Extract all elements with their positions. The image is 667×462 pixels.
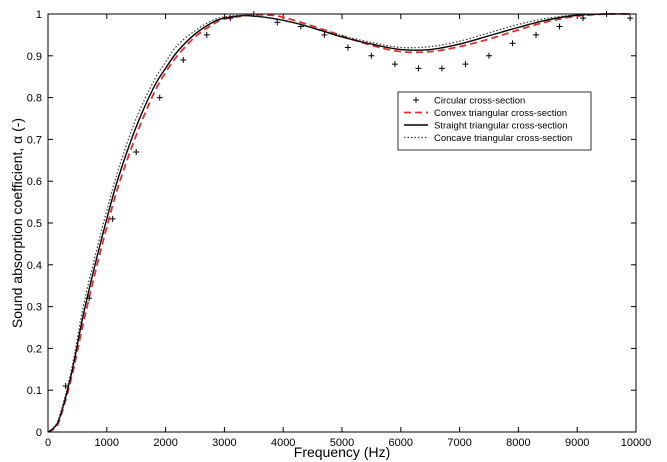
y-tick-label: 0.9 xyxy=(27,51,42,63)
data-point-marker xyxy=(415,65,422,72)
legend-label-2: Straight triangular cross-section xyxy=(434,121,568,132)
data-point-marker xyxy=(180,56,187,63)
data-point-marker xyxy=(533,31,540,38)
data-point-marker xyxy=(391,61,398,68)
legend-box xyxy=(397,91,592,151)
x-tick-label: 3000 xyxy=(212,437,236,449)
y-tick-label: 0.7 xyxy=(27,134,42,146)
x-tick-label: 10000 xyxy=(621,437,652,449)
data-point-marker xyxy=(297,23,304,30)
data-point-marker xyxy=(156,94,163,101)
x-tick-label: 5000 xyxy=(330,437,354,449)
data-point-marker xyxy=(109,215,116,222)
legend-label-1: Convex triangular cross-section xyxy=(434,108,567,119)
data-point-marker xyxy=(86,295,93,302)
x-axis-title: Frequency (Hz) xyxy=(294,444,390,460)
data-point-marker xyxy=(627,15,634,22)
x-tick-label: 2000 xyxy=(153,437,177,449)
plot-background xyxy=(48,14,636,432)
y-tick-label: 0 xyxy=(36,427,42,439)
legend-label-3: Concave triangular cross-section xyxy=(434,133,572,144)
data-point-marker xyxy=(486,52,492,59)
data-point-marker xyxy=(509,40,516,47)
y-tick-label: 0.2 xyxy=(27,343,42,355)
series-layer xyxy=(47,11,634,433)
data-point-marker xyxy=(321,31,328,38)
y-tick-label: 0.3 xyxy=(27,302,42,314)
series-markers-0 xyxy=(62,11,634,390)
legend-swatch-0 xyxy=(413,97,419,103)
data-point-marker xyxy=(368,52,375,59)
x-tick-label: 7000 xyxy=(447,437,471,449)
data-point-marker xyxy=(203,31,210,38)
y-axis-title: Sound absorption coefficient, α (-) xyxy=(9,118,25,328)
data-point-marker xyxy=(274,19,281,26)
legend-label-0: Circular cross-section xyxy=(434,96,525,107)
axis-ticks: 0 1000 2000 3000 4000 5000 6000 7000 8000 9000 100… xyxy=(27,9,652,449)
x-tick-label: 9000 xyxy=(565,437,589,449)
y-tick-label: 0.1 xyxy=(27,385,42,397)
y-tick-label: 0.5 xyxy=(27,218,42,230)
data-point-marker xyxy=(556,23,563,30)
x-tick-label: 0 xyxy=(45,437,51,449)
data-point-marker xyxy=(580,15,587,22)
data-point-marker xyxy=(344,44,351,51)
x-tick-label: 6000 xyxy=(389,437,413,449)
series-line-3 xyxy=(47,13,631,433)
y-tick-label: 1 xyxy=(36,9,42,21)
plot-frame xyxy=(47,13,637,433)
data-point-marker xyxy=(438,65,445,72)
x-tick-label: 1000 xyxy=(95,437,119,449)
data-point-marker xyxy=(133,148,140,155)
data-point-marker xyxy=(227,15,234,22)
y-tick-label: 0.4 xyxy=(27,260,42,272)
plot-area xyxy=(48,14,636,432)
x-tick-label: 4000 xyxy=(271,437,295,449)
data-point-marker xyxy=(62,383,69,390)
y-tick-label: 0.6 xyxy=(27,176,42,188)
y-tick-label: 0.8 xyxy=(27,93,42,105)
data-point-marker xyxy=(462,61,469,68)
x-tick-label: 8000 xyxy=(506,437,530,449)
